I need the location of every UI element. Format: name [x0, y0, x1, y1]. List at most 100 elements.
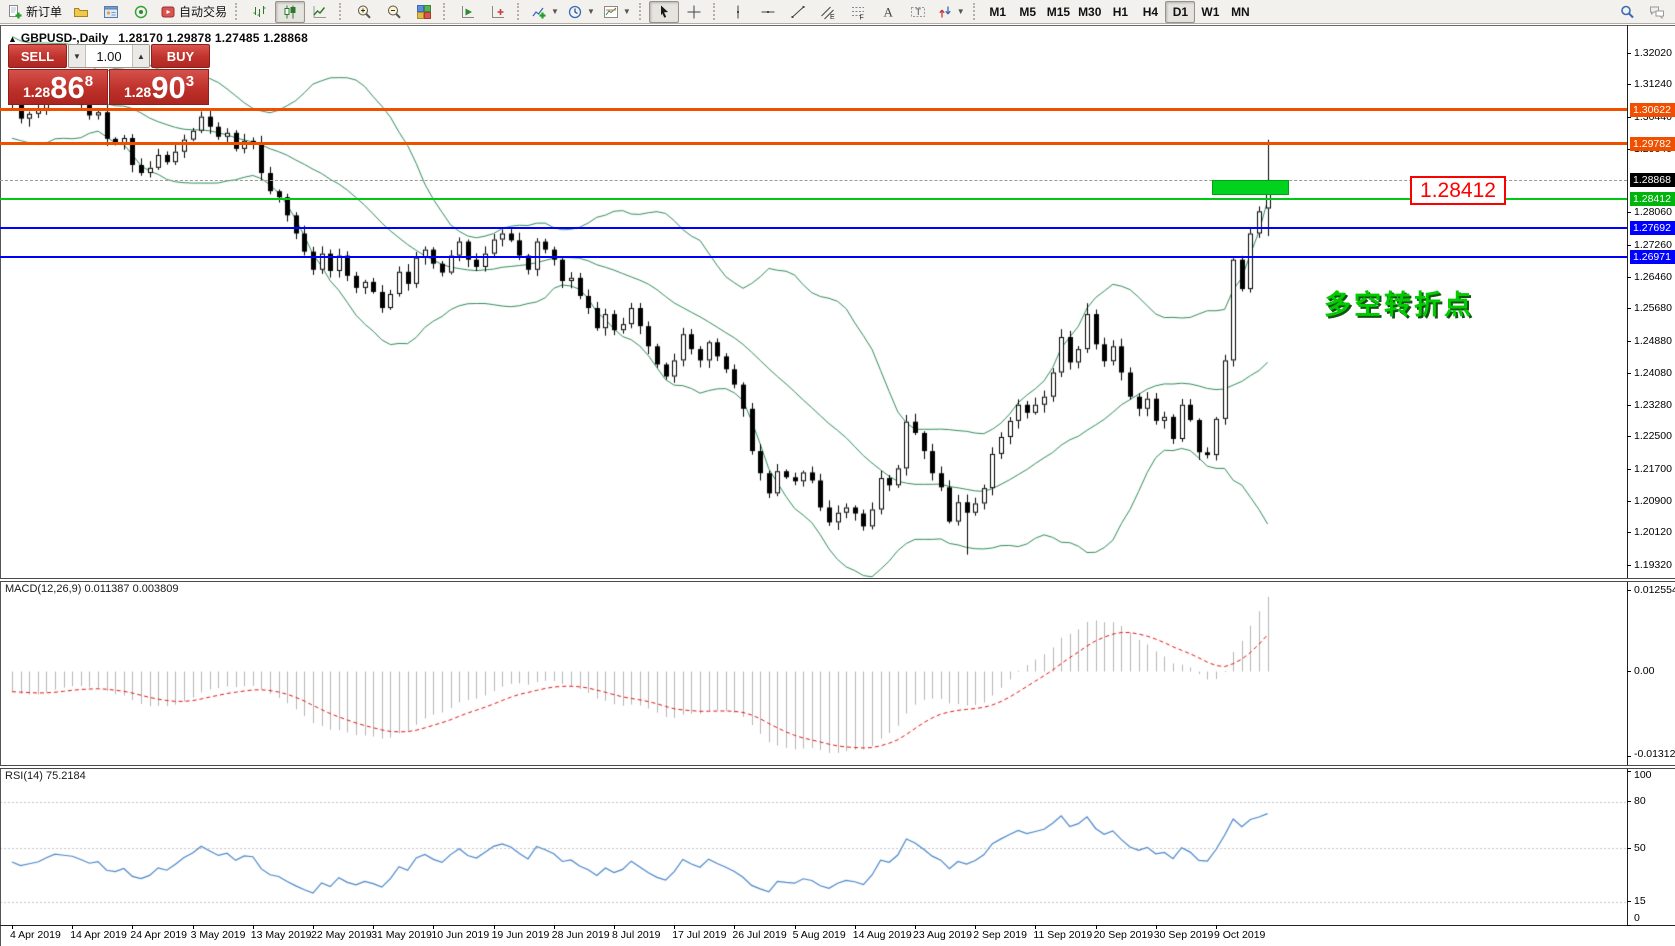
- fibonacci-button[interactable]: F: [843, 1, 873, 23]
- chart-shift-button[interactable]: [483, 1, 513, 23]
- dropdown-caret-icon[interactable]: ▼: [956, 7, 965, 16]
- search-button[interactable]: [1612, 1, 1642, 23]
- text-label-button[interactable]: T: [903, 1, 933, 23]
- horizontal-price-line-1.30622[interactable]: [0, 108, 1627, 111]
- horizontal-line-button[interactable]: [753, 1, 783, 23]
- horizontal-price-line-1.27692[interactable]: [0, 227, 1627, 229]
- rsi-pane-separator[interactable]: [0, 765, 1675, 769]
- timeframe-w1-button[interactable]: W1: [1195, 1, 1225, 23]
- horizontal-price-line-1.29782[interactable]: [0, 142, 1627, 145]
- timeframe-h4-button[interactable]: H4: [1135, 1, 1165, 23]
- dropdown-caret-icon[interactable]: ▼: [622, 7, 631, 16]
- buy-price[interactable]: 1.28 90 3: [109, 69, 209, 105]
- time-axis-tick-mark: [614, 925, 615, 929]
- chart-left-border: [0, 25, 1, 946]
- auto-scroll-button[interactable]: [453, 1, 483, 23]
- timeframe-m5-button[interactable]: M5: [1013, 1, 1043, 23]
- crosshair-button[interactable]: [679, 1, 709, 23]
- price-annotation-box[interactable]: 1.28412: [1410, 176, 1506, 205]
- ohlc-values: 1.28170 1.29878 1.27485 1.28868: [118, 31, 308, 45]
- vertical-line-icon: [730, 4, 746, 20]
- macd-axis-tick: 0.00: [1634, 665, 1655, 678]
- collapse-arrow-icon[interactable]: ▲: [8, 34, 17, 44]
- time-axis-tick-mark: [794, 925, 796, 929]
- time-axis-tick-mark: [553, 925, 555, 929]
- vertical-line-button[interactable]: [723, 1, 753, 23]
- timeframe-m1-label: M1: [989, 4, 1007, 19]
- text-button[interactable]: A: [873, 1, 903, 23]
- timeframe-h1-button[interactable]: H1: [1105, 1, 1135, 23]
- toolbar-separator: [712, 3, 719, 20]
- periods-button[interactable]: ▼: [563, 1, 599, 23]
- time-axis-tick-mark: [72, 925, 74, 929]
- time-axis-label: 10 Jun 2019: [431, 929, 490, 941]
- supply-zone-highlight[interactable]: [1212, 180, 1289, 195]
- price-axis-tick-mark: [1627, 564, 1631, 566]
- arrows-button[interactable]: ▼: [933, 1, 969, 23]
- horizontal-price-line-1.28412[interactable]: [0, 198, 1627, 200]
- new-order-button[interactable]: 新订单: [3, 1, 66, 23]
- toolbar-separator: [517, 3, 523, 20]
- rsi-axis-tick: 0: [1634, 912, 1640, 924]
- market-watch-button[interactable]: [96, 1, 126, 23]
- zoom-in-button[interactable]: [349, 1, 379, 23]
- cursor-button[interactable]: [648, 0, 679, 23]
- autotrading-button[interactable]: 自动交易: [156, 1, 231, 23]
- rsi-axis-tick-mark: [1627, 770, 1631, 772]
- volume-decrease-button[interactable]: ▼: [69, 45, 86, 67]
- price-axis-tick: 1.21700: [1634, 462, 1672, 475]
- arrows-icon: [937, 4, 953, 20]
- price-axis-tick-mark: [1627, 148, 1631, 150]
- zoom-out-button[interactable]: [379, 1, 409, 23]
- macd-indicator-label: MACD(12,26,9) 0.011387 0.003809: [5, 583, 179, 595]
- timeframe-m30-button[interactable]: M30: [1074, 1, 1105, 23]
- time-axis-label: 5 Aug 2019: [792, 929, 846, 941]
- sell-button[interactable]: SELL: [8, 44, 67, 68]
- chart-shift-icon: [490, 4, 506, 20]
- horizontal-price-line-1.26971[interactable]: [0, 256, 1627, 258]
- templates-button[interactable]: ▼: [599, 1, 635, 23]
- toolbar: 新订单 自动交易 ▼ ▼ ▼ E F A T ▼ M1 M5 M15 M30 H1 H4 D1 W1 MN: [0, 0, 1675, 24]
- volume-input[interactable]: 1.00: [96, 48, 122, 64]
- toolbar-separator: [235, 3, 241, 20]
- time-axis-tick-mark: [1095, 925, 1097, 929]
- indicators-button[interactable]: ▼: [527, 1, 563, 23]
- sell-price[interactable]: 1.28 86 8: [8, 69, 108, 105]
- rsi-axis-tick: 50: [1634, 841, 1646, 854]
- timeframe-mn-button[interactable]: MN: [1225, 1, 1255, 23]
- buy-button[interactable]: BUY: [151, 44, 210, 68]
- macd-pane-separator[interactable]: [0, 578, 1675, 582]
- bar-chart-button[interactable]: [245, 1, 275, 23]
- volume-increase-button[interactable]: ▲: [132, 45, 149, 67]
- profiles-icon: [73, 4, 89, 20]
- timeframe-d1-label: D1: [1172, 4, 1189, 19]
- profiles-button[interactable]: [66, 1, 96, 23]
- timeframe-m1-button[interactable]: M1: [983, 1, 1013, 23]
- indicators-icon: [531, 4, 547, 20]
- tile-windows-button[interactable]: [409, 1, 439, 23]
- rsi-axis-tick-mark: [1627, 847, 1631, 849]
- price-axis-tick: 1.28060: [1634, 206, 1672, 219]
- time-axis-label: 3 May 2019: [190, 929, 246, 941]
- time-axis-label: 19 Jun 2019: [491, 929, 550, 941]
- price-axis-tick-mark: [1627, 340, 1631, 342]
- signals-button[interactable]: [126, 1, 156, 23]
- autotrading-icon: [160, 4, 176, 20]
- line-chart-button[interactable]: [305, 1, 335, 23]
- chat-button[interactable]: [1642, 1, 1672, 23]
- search-icon: [1619, 4, 1635, 20]
- timeframe-m15-button[interactable]: M15: [1043, 1, 1074, 23]
- channel-button[interactable]: E: [813, 1, 843, 23]
- candlestick-chart-button[interactable]: [275, 0, 306, 23]
- dropdown-caret-icon[interactable]: ▼: [586, 7, 595, 16]
- auto-scroll-icon: [460, 4, 476, 20]
- current-price-label: 1.28868: [1630, 173, 1675, 188]
- timeframe-d1-button[interactable]: D1: [1165, 0, 1196, 23]
- dropdown-caret-icon[interactable]: ▼: [551, 7, 559, 16]
- toolbar-separator: [339, 3, 345, 20]
- time-axis-tick-mark: [132, 925, 134, 929]
- macd-axis-tick-mark: [1627, 590, 1631, 592]
- rsi-axis-tick-mark: [1627, 801, 1631, 803]
- trendline-button[interactable]: [783, 1, 813, 23]
